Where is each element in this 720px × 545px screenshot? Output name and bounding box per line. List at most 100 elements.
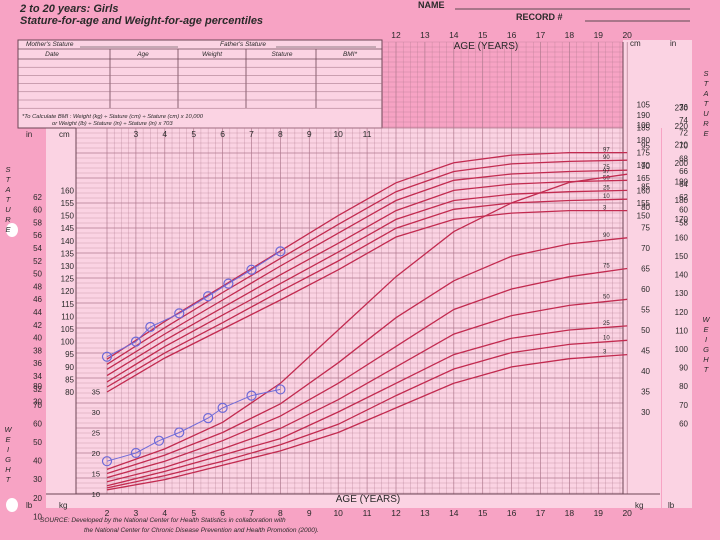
stature-label-p97: 97 bbox=[603, 148, 610, 154]
age-tick-bottom: 8 bbox=[278, 508, 283, 518]
col-date: Date bbox=[45, 51, 59, 58]
stature-curve-p90 bbox=[106, 159, 628, 365]
left-stature-in-tick: 48 bbox=[33, 282, 42, 291]
left-stature-cm-tick: 85 bbox=[65, 375, 74, 384]
grid bbox=[46, 41, 660, 495]
stature-right-letter: A bbox=[702, 89, 708, 98]
left-stature-cm-tick: 130 bbox=[61, 262, 75, 271]
left-stature-in-tick: 60 bbox=[33, 206, 42, 215]
weight-curve-p3 bbox=[106, 353, 628, 491]
right-stature-in-tick: 70 bbox=[679, 142, 688, 151]
left-stature-in-tick: 54 bbox=[33, 244, 42, 253]
age-tick-bottom: 2 bbox=[105, 508, 110, 518]
weight-left-letter: G bbox=[5, 455, 11, 464]
right-kg-label: kg bbox=[635, 501, 643, 510]
age-tick-bottom: 11 bbox=[363, 508, 372, 518]
left-stature-in-tick: 42 bbox=[33, 321, 42, 330]
left-stature-cm-tick: 80 bbox=[65, 388, 74, 397]
right-stature-in-tick: 58 bbox=[679, 218, 688, 227]
record-table: Mother's Stature Father's Stature Date A… bbox=[18, 41, 382, 127]
left-stature-in-tick: 62 bbox=[33, 193, 42, 202]
right-stature-in-tick: 64 bbox=[679, 180, 688, 189]
left-stature-cm-tick: 135 bbox=[61, 249, 75, 258]
age-axis-title-top: AGE (YEARS) bbox=[454, 41, 518, 52]
mother-stature-label: Mother's Stature bbox=[26, 41, 74, 48]
weight-curve-p10 bbox=[106, 339, 628, 489]
age-tick-bottom: 18 bbox=[565, 508, 575, 518]
stature-left-letter: T bbox=[6, 175, 12, 184]
right-stature-cm-tick: 190 bbox=[637, 111, 651, 120]
weight-measurement-point bbox=[101, 456, 113, 467]
right-stature-in-tick: 66 bbox=[679, 167, 688, 176]
age-tick-inner: 10 bbox=[333, 129, 343, 139]
stature-measurement-point bbox=[101, 351, 113, 362]
left-stature-cm-tick: 100 bbox=[61, 338, 75, 347]
binder-hole-bottom bbox=[6, 498, 18, 512]
weight-right-letter: T bbox=[704, 365, 710, 374]
source-line1: SOURCE: Developed by the National Center… bbox=[40, 517, 286, 524]
age-tick-inner: 3 bbox=[134, 129, 139, 139]
age-tick-bottom: 15 bbox=[478, 508, 488, 518]
left-weight-lb-tick: 50 bbox=[33, 438, 42, 447]
right-weight-lb-tick: 90 bbox=[679, 364, 688, 373]
stature-curve-p75 bbox=[106, 169, 628, 370]
left-cm-label: cm bbox=[59, 130, 70, 139]
right-weight-lb-tick: 110 bbox=[675, 326, 688, 335]
stature-left-letter: U bbox=[5, 205, 11, 214]
stature-curve-p50 bbox=[106, 179, 628, 377]
right-in-label: in bbox=[670, 39, 676, 48]
left-stature-cm-tick: 115 bbox=[61, 300, 74, 309]
weight-label-p25: 25 bbox=[603, 321, 610, 327]
right-stature-in-tick: 72 bbox=[679, 129, 688, 138]
left-stature-cm-tick: 125 bbox=[61, 275, 75, 284]
weight-measurement-point bbox=[275, 384, 286, 395]
weight-measurement-point bbox=[153, 435, 165, 446]
binder-hole-top bbox=[6, 223, 18, 237]
stature-right-letter: R bbox=[703, 119, 709, 128]
right-weight-kg-tick: 105 bbox=[637, 101, 651, 110]
stature-left-letter: S bbox=[5, 165, 10, 174]
age-axis-title-bottom: AGE (YEARS) bbox=[336, 494, 400, 505]
right-scale-panel bbox=[662, 40, 692, 508]
right-weight-kg-tick: 90 bbox=[641, 162, 650, 171]
weight-curve-p75 bbox=[106, 267, 628, 479]
left-in-label: in bbox=[26, 130, 32, 139]
weight-label-p50: 50 bbox=[603, 294, 610, 300]
right-weight-lb-tick: 180 bbox=[675, 196, 689, 205]
right-weight-lb-tick: 150 bbox=[675, 252, 689, 261]
right-weight-lb-tick: 130 bbox=[675, 289, 689, 298]
left-stature-cm-tick: 160 bbox=[61, 186, 75, 195]
left-stature-cm-tick: 110 bbox=[61, 312, 74, 321]
weight-left-letter: E bbox=[5, 435, 11, 444]
right-weight-kg-tick: 100 bbox=[637, 121, 651, 130]
right-weight-kg-tick: 95 bbox=[641, 142, 650, 151]
left-stature-in-tick: 58 bbox=[33, 218, 42, 227]
left-weight-lb-tick: 80 bbox=[33, 382, 42, 391]
weight-curve-p25 bbox=[106, 325, 628, 487]
col-weight: Weight bbox=[202, 51, 223, 58]
age-tick-inner: 4 bbox=[162, 129, 167, 139]
weight-label-p10: 10 bbox=[603, 335, 610, 341]
left-weight-lb-tick: 60 bbox=[33, 419, 42, 428]
left-weight-lb-tick: 10 bbox=[33, 512, 42, 521]
right-stature-cm-tick: 150 bbox=[637, 212, 651, 221]
name-label: NAME bbox=[418, 0, 445, 10]
right-weight-lb-tick: 220 bbox=[675, 122, 689, 131]
right-stature-in-tick: 68 bbox=[679, 154, 688, 163]
age-tick-top: 13 bbox=[420, 30, 430, 40]
right-stature-cm-tick: 175 bbox=[637, 149, 651, 158]
stature-curve-p10 bbox=[106, 198, 628, 388]
left-stature-in-tick: 46 bbox=[33, 295, 42, 304]
age-tick-bottom: 12 bbox=[391, 508, 401, 518]
age-tick-bottom: 19 bbox=[594, 508, 604, 518]
right-weight-lb-tick: 60 bbox=[679, 419, 688, 428]
age-tick-top: 20 bbox=[622, 30, 632, 40]
bmi-note-line2: or Weight (lb) ÷ Stature (in) ÷ Stature … bbox=[52, 121, 173, 127]
left-stature-in-tick: 52 bbox=[33, 257, 42, 266]
left-weight-kg-tick: 20 bbox=[92, 449, 100, 458]
stature-right-letter: T bbox=[704, 79, 710, 88]
age-tick-bottom: 17 bbox=[536, 508, 546, 518]
right-weight-lb-tick: 170 bbox=[675, 215, 689, 224]
weight-left-letter: I bbox=[7, 445, 9, 454]
age-tick-bottom: 10 bbox=[333, 508, 343, 518]
